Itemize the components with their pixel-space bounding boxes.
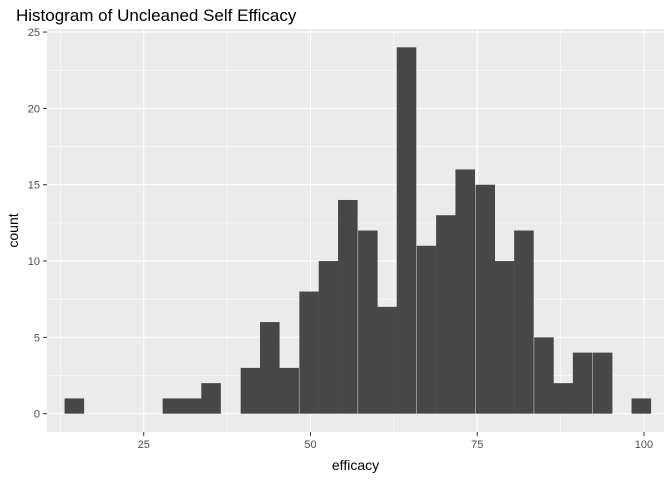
y-tick-label: 10: [28, 256, 40, 268]
histogram-bar: [358, 230, 378, 414]
y-tick-label: 25: [28, 27, 40, 39]
histogram-bar: [240, 367, 261, 414]
x-tick-label: 25: [138, 439, 150, 451]
histogram-bar: [494, 261, 515, 414]
histogram-bar: [631, 398, 652, 414]
histogram-bar: [514, 230, 534, 414]
histogram-bar: [455, 169, 475, 414]
y-tick-label: 0: [34, 409, 40, 421]
histogram-bar: [396, 47, 417, 414]
x-tick-label: 75: [471, 439, 483, 451]
chart-title: Histogram of Uncleaned Self Efficacy: [16, 6, 297, 25]
histogram-bar: [279, 367, 299, 414]
histogram-bar: [260, 322, 280, 414]
histogram-bar: [377, 306, 397, 414]
histogram-bar: [299, 291, 319, 414]
histogram-bar: [436, 215, 456, 414]
x-axis-label: efficacy: [332, 457, 379, 473]
histogram-bar: [475, 184, 496, 414]
histogram-bar: [416, 245, 437, 414]
y-tick-label: 5: [34, 332, 40, 344]
histogram-bar: [181, 398, 202, 414]
x-tick-label: 50: [304, 439, 316, 451]
y-tick-label: 20: [28, 103, 40, 115]
histogram-bar: [64, 398, 85, 414]
histogram-bar: [553, 383, 574, 414]
bars: [64, 47, 652, 414]
histogram-bar: [572, 352, 593, 414]
histogram-bar: [318, 261, 339, 414]
x-tick-label: 100: [635, 439, 653, 451]
histogram-bar: [592, 352, 613, 414]
y-tick-label: 15: [28, 180, 40, 192]
histogram-bar: [534, 337, 554, 414]
y-axis: 0 5 10 15 20 25: [28, 27, 47, 421]
histogram-bar: [338, 199, 358, 414]
histogram-bar: [162, 398, 183, 414]
y-axis-label: count: [5, 213, 21, 247]
histogram-bar: [201, 383, 221, 414]
x-axis: 25 50 75 100: [138, 432, 653, 451]
